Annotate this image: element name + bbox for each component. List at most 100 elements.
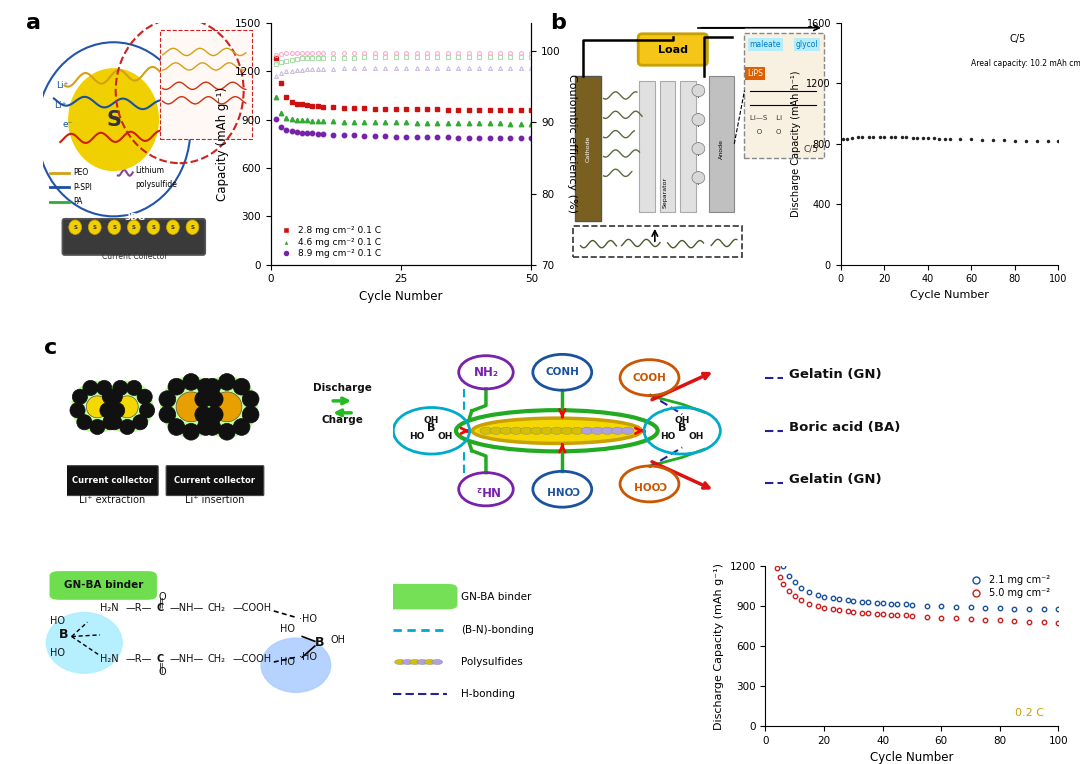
Circle shape	[168, 419, 185, 435]
2.1 mg cm⁻²	[818, 592, 831, 601]
Circle shape	[551, 427, 563, 435]
Legend: 2.8 mg cm⁻² 0.1 C, 4.6 mg cm⁻² 0.1 C, 8.9 mg cm⁻² 0.1 C: 2.8 mg cm⁻² 0.1 C, 4.6 mg cm⁻² 0.1 C, 8.…	[273, 222, 384, 262]
8.9 mg cm⁻² 0.1 C	[280, 125, 293, 134]
Text: C: C	[157, 654, 164, 664]
2.1 mg cm⁻²	[876, 599, 889, 608]
2.1 mg cm⁻²	[949, 602, 962, 611]
2.8 mg cm⁻² 0.1 C	[274, 78, 287, 87]
2.8 mg cm⁻² 0.1 C	[525, 105, 538, 115]
FancyBboxPatch shape	[161, 30, 252, 139]
X-axis label: Cycle Number: Cycle Number	[870, 751, 954, 764]
Text: Li—S    Li: Li—S Li	[750, 115, 782, 121]
Text: H-bonding: H-bonding	[461, 689, 515, 699]
2.8 mg cm⁻² 0.1 C	[473, 105, 486, 115]
Circle shape	[480, 427, 492, 435]
Circle shape	[581, 427, 593, 435]
4.6 mg cm⁻² 0.1 C	[379, 118, 392, 127]
2.1 mg cm⁻²	[891, 600, 904, 609]
Text: Lithium: Lithium	[135, 166, 164, 175]
Text: S: S	[112, 225, 117, 230]
Circle shape	[198, 378, 214, 395]
5.0 mg cm⁻²	[782, 586, 795, 595]
Text: C/5: C/5	[804, 144, 819, 153]
2.8 mg cm⁻² 0.1 C	[462, 105, 475, 115]
4.6 mg cm⁻² 0.1 C	[291, 115, 303, 125]
Text: O: O	[159, 592, 166, 602]
Y-axis label: Coulombic efficiency (%): Coulombic efficiency (%)	[567, 74, 578, 213]
4.6 mg cm⁻² 0.1 C	[300, 115, 313, 125]
Ellipse shape	[46, 613, 122, 673]
FancyBboxPatch shape	[63, 219, 205, 255]
Circle shape	[186, 220, 199, 235]
Circle shape	[126, 380, 141, 396]
4.6 mg cm⁻² 0.1 C	[274, 108, 287, 118]
Circle shape	[72, 389, 87, 404]
Text: (B-N)-bonding: (B-N)-bonding	[461, 625, 534, 635]
Circle shape	[77, 415, 92, 430]
8.9 mg cm⁻² 0.1 C	[451, 133, 464, 142]
Text: ‖: ‖	[159, 597, 163, 608]
Text: Li⁺: Li⁺	[56, 81, 68, 90]
Text: —COOH: —COOH	[232, 654, 272, 664]
5.0 mg cm⁻²	[920, 612, 933, 621]
Text: Anode: Anode	[719, 138, 724, 159]
Circle shape	[424, 659, 435, 665]
Circle shape	[127, 220, 140, 235]
8.9 mg cm⁻² 0.1 C	[525, 134, 538, 143]
Text: HO: HO	[280, 657, 295, 667]
5.0 mg cm⁻²	[870, 609, 883, 618]
Text: CH₂: CH₂	[207, 603, 226, 613]
2.1 mg cm⁻²	[826, 594, 839, 603]
8.9 mg cm⁻² 0.1 C	[400, 132, 413, 141]
4.6 mg cm⁻² 0.1 C	[269, 92, 282, 102]
Circle shape	[692, 85, 705, 97]
5.0 mg cm⁻²	[812, 601, 825, 610]
Circle shape	[168, 378, 185, 395]
2.8 mg cm⁻² 0.1 C	[306, 102, 319, 111]
Circle shape	[602, 427, 613, 435]
5.0 mg cm⁻²	[1052, 619, 1065, 628]
4.6 mg cm⁻² 0.1 C	[285, 115, 298, 124]
2.1 mg cm⁻²	[1008, 604, 1021, 613]
Circle shape	[592, 427, 604, 435]
4.6 mg cm⁻² 0.1 C	[525, 119, 538, 128]
8.9 mg cm⁻² 0.1 C	[483, 133, 496, 142]
Circle shape	[692, 143, 705, 154]
4.6 mg cm⁻² 0.1 C	[442, 118, 455, 128]
5.0 mg cm⁻²	[761, 502, 774, 511]
8.9 mg cm⁻² 0.1 C	[410, 132, 423, 141]
5.0 mg cm⁻²	[978, 615, 991, 624]
4.6 mg cm⁻² 0.1 C	[410, 118, 423, 127]
Text: 0.2 C: 0.2 C	[1015, 708, 1043, 718]
Text: P-SPI: P-SPI	[73, 183, 92, 192]
Circle shape	[242, 406, 259, 423]
Text: OH: OH	[330, 635, 346, 645]
5.0 mg cm⁻²	[1023, 617, 1036, 626]
X-axis label: Cycle Number: Cycle Number	[910, 290, 989, 300]
4.6 mg cm⁻² 0.1 C	[420, 118, 433, 128]
Text: NH₂: NH₂	[473, 366, 499, 379]
2.1 mg cm⁻²	[794, 583, 807, 592]
2.1 mg cm⁻²	[761, 493, 774, 502]
8.9 mg cm⁻² 0.1 C	[389, 132, 402, 141]
Line: 5.0 mg cm⁻²: 5.0 mg cm⁻²	[766, 504, 1061, 625]
5.0 mg cm⁻²	[777, 579, 789, 588]
Text: S: S	[93, 225, 97, 230]
Circle shape	[183, 423, 200, 440]
Text: Gelatin (GN): Gelatin (GN)	[788, 368, 881, 381]
Text: Discharge: Discharge	[313, 383, 372, 393]
Text: S: S	[151, 225, 156, 230]
Line: 2.1 mg cm⁻²: 2.1 mg cm⁻²	[766, 495, 1061, 612]
Circle shape	[206, 390, 224, 407]
2.1 mg cm⁻²	[771, 545, 784, 554]
4.6 mg cm⁻² 0.1 C	[462, 118, 475, 128]
Circle shape	[212, 392, 242, 422]
Y-axis label: Capacity (mAh g⁻¹): Capacity (mAh g⁻¹)	[216, 87, 229, 201]
Circle shape	[72, 381, 123, 432]
2.8 mg cm⁻² 0.1 C	[400, 105, 413, 114]
2.1 mg cm⁻²	[773, 554, 786, 563]
Circle shape	[197, 377, 257, 437]
4.6 mg cm⁻² 0.1 C	[473, 118, 486, 128]
Text: Polysulfides: Polysulfides	[461, 657, 523, 667]
4.6 mg cm⁻² 0.1 C	[494, 118, 507, 128]
